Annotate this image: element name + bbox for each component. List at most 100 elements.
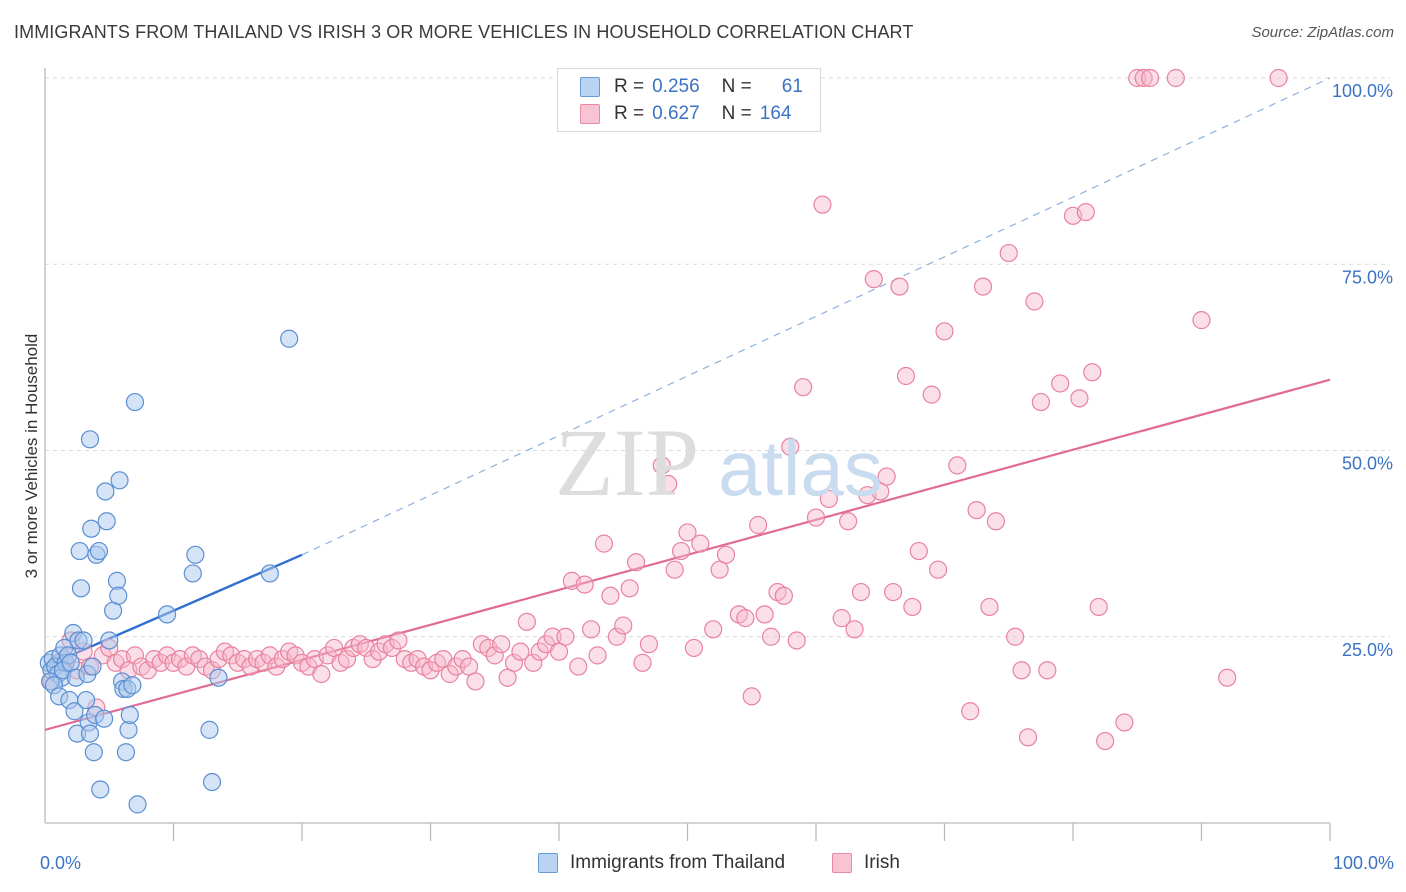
data-point-irish — [948, 456, 967, 475]
bottom-swatch-blue — [538, 853, 558, 873]
data-point-irish — [382, 638, 402, 658]
data-point-thailand — [183, 564, 202, 583]
data-point-irish — [813, 195, 832, 214]
legend-row-thailand: R = 0.256 N = 61 — [580, 75, 803, 99]
data-point-irish — [1012, 661, 1031, 680]
legend-row-irish: R = 0.627 N = 164 — [580, 102, 791, 126]
data-point-irish — [883, 582, 903, 602]
data-point-irish — [967, 501, 986, 520]
data-point-thailand — [125, 392, 145, 412]
data-point-irish — [671, 541, 691, 561]
data-point-irish — [819, 489, 838, 509]
data-point-irish — [652, 456, 671, 475]
data-point-irish — [267, 657, 286, 676]
data-point-irish — [633, 653, 652, 672]
data-point-irish — [626, 553, 646, 572]
data-point-irish — [453, 649, 472, 669]
data-point-thailand — [202, 772, 222, 792]
data-point-irish — [806, 508, 826, 527]
data-point-irish — [1018, 728, 1038, 747]
data-point-irish — [1025, 292, 1044, 311]
data-point-irish — [1006, 627, 1025, 646]
axes — [44, 68, 1331, 841]
data-point-irish — [1051, 374, 1070, 393]
data-point-irish — [704, 620, 723, 639]
data-point-irish — [1115, 713, 1134, 732]
data-point-thailand — [157, 605, 177, 624]
data-point-irish — [485, 646, 504, 665]
data-point-thailand — [91, 780, 110, 799]
data-point-irish — [466, 672, 485, 691]
data-point-irish — [774, 586, 793, 605]
data-point-irish — [1140, 68, 1160, 88]
data-point-thailand — [70, 541, 89, 561]
y-tick-label: 50.0% — [1342, 454, 1393, 474]
data-point-irish — [864, 270, 883, 289]
trend-line-thailand-extrapolated — [301, 77, 1331, 556]
data-point-irish — [1089, 597, 1108, 617]
data-point-thailand — [120, 705, 139, 725]
y-tick-label: 75.0% — [1342, 267, 1393, 287]
data-point-thailand — [80, 430, 100, 449]
legend-r-value: 0.627 — [652, 103, 700, 124]
data-point-irish — [421, 661, 440, 680]
legend-r-label: R = — [614, 76, 645, 97]
data-point-irish — [922, 385, 941, 404]
data-point-irish — [1070, 389, 1089, 408]
data-point-irish — [909, 541, 928, 561]
data-point-irish — [511, 642, 530, 661]
legend-n-label: N = — [721, 103, 752, 124]
data-point-thailand — [100, 631, 119, 650]
data-point-irish — [794, 378, 813, 397]
x-tick-label: 0.0% — [40, 853, 81, 873]
data-point-irish — [877, 467, 896, 486]
data-point-irish — [736, 609, 755, 628]
trend-line-irish — [44, 378, 1331, 731]
data-point-irish — [125, 646, 145, 665]
data-point-irish — [524, 653, 543, 672]
bottom-legend-label: Immigrants from Thailand — [570, 852, 786, 873]
data-point-irish — [517, 612, 536, 631]
data-point-irish — [903, 597, 922, 617]
data-point-thailand — [280, 329, 299, 348]
data-point-irish — [588, 646, 607, 665]
data-point-thailand — [84, 743, 103, 762]
y-tick-label: 100.0% — [1332, 81, 1393, 101]
x-tick-label: 100.0% — [1333, 853, 1394, 873]
data-point-irish — [839, 512, 858, 531]
data-point-irish — [639, 635, 659, 654]
data-point-irish — [659, 474, 678, 494]
data-point-irish — [890, 277, 909, 296]
data-point-irish — [935, 322, 954, 341]
data-point-irish — [851, 582, 871, 602]
data-point-thailand — [74, 631, 93, 650]
bottom-legend-label: Irish — [864, 852, 900, 873]
data-point-irish — [504, 653, 524, 672]
data-point-irish — [607, 627, 626, 646]
data-point-irish — [312, 664, 331, 684]
legend-r-value: 0.256 — [652, 76, 700, 97]
data-point-irish — [575, 575, 594, 594]
trend-lines — [44, 77, 1331, 731]
y-axis-label: 3 or more Vehicles in Household — [22, 334, 41, 579]
data-point-thailand — [260, 564, 279, 583]
data-point-thailand — [96, 482, 115, 501]
data-point-irish — [980, 597, 999, 617]
data-point-irish — [582, 620, 601, 639]
source-label: Source: ZipAtlas.com — [1251, 24, 1394, 41]
data-point-irish — [755, 605, 774, 624]
data-point-irish — [787, 631, 806, 650]
legend-n-label: N = — [721, 76, 752, 97]
bottom-legend-thailand: Immigrants from Thailand — [538, 852, 785, 874]
data-point-thailand — [209, 668, 228, 687]
data-point-thailand — [83, 657, 102, 676]
data-point-irish — [594, 534, 614, 553]
data-point-thailand — [80, 724, 100, 743]
data-point-irish — [556, 627, 575, 646]
data-point-irish — [363, 649, 382, 669]
data-point-thailand — [186, 545, 205, 564]
data-point-irish — [190, 649, 209, 669]
data-point-irish — [286, 646, 305, 665]
legend-n-value: 164 — [759, 103, 792, 124]
data-point-thailand — [71, 579, 91, 598]
